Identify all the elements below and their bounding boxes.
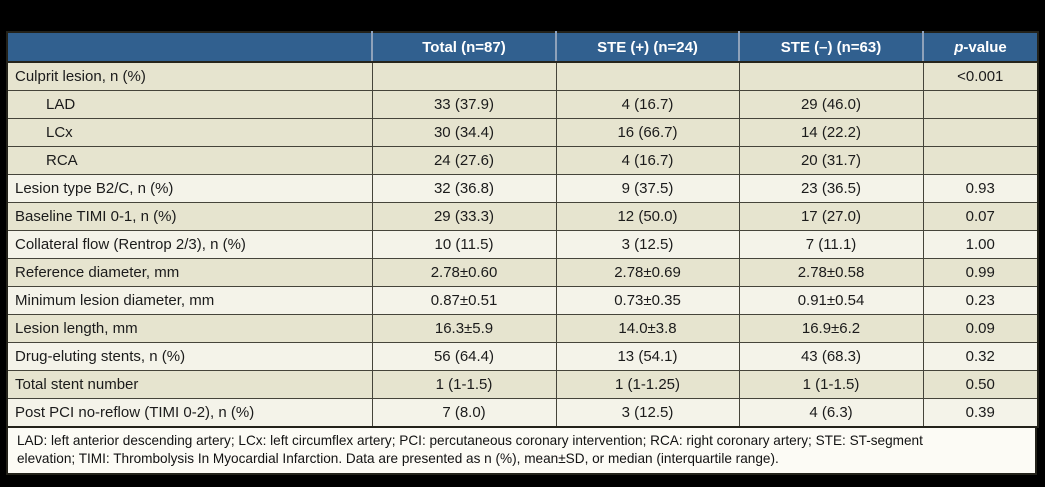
row-label-cell: Reference diameter, mm [6, 258, 373, 287]
table-row: Reference diameter, mm 2.78±0.60 2.78±0.69… [6, 258, 1039, 287]
value-cell: 29 (33.3) [371, 202, 557, 231]
row-label-cell: Baseline TIMI 0-1, n (%) [6, 202, 373, 231]
value-cell: 1 (1-1.25) [555, 370, 740, 399]
value-cell: 30 (34.4) [371, 118, 557, 147]
value-cell: 0.39 [922, 398, 1039, 428]
footnote-line: LAD: left anterior descending artery; LC… [17, 433, 923, 448]
table-row: LAD 33 (37.9) 4 (16.7) 29 (46.0) [6, 90, 1039, 119]
row-label-cell: Post PCI no-reflow (TIMI 0-2), n (%) [6, 398, 373, 428]
column-header-4: p-value [922, 32, 1038, 63]
table-row: Culprit lesion, n (%) <0.001 [6, 61, 1039, 91]
value-cell [922, 118, 1039, 147]
row-label-cell: Minimum lesion diameter, mm [6, 286, 373, 315]
row-label-cell: Drug-eluting stents, n (%) [6, 342, 373, 371]
table-body: Culprit lesion, n (%) <0.001 LAD 33 (37.9) 4… [6, 61, 1039, 428]
value-cell: 1.00 [922, 230, 1039, 259]
value-cell: 12 (50.0) [555, 202, 740, 231]
value-cell: 2.78±0.60 [371, 258, 557, 287]
value-cell: 16.9±6.2 [738, 314, 924, 343]
value-cell: 43 (68.3) [738, 342, 924, 371]
value-cell: 2.78±0.58 [738, 258, 924, 287]
value-cell: 3 (12.5) [555, 398, 740, 428]
value-cell: 10 (11.5) [371, 230, 557, 259]
row-label-cell: LAD [6, 90, 373, 119]
value-cell: 16 (66.7) [555, 118, 740, 147]
value-cell: 16.3±5.9 [371, 314, 557, 343]
value-cell: 1 (1-1.5) [738, 370, 924, 399]
value-cell: 0.93 [922, 174, 1039, 203]
value-cell: 4 (6.3) [738, 398, 924, 428]
value-cell: 7 (11.1) [738, 230, 924, 259]
value-cell: 0.50 [922, 370, 1039, 399]
value-cell: 0.23 [922, 286, 1039, 315]
value-cell: 3 (12.5) [555, 230, 740, 259]
value-cell: 7 (8.0) [371, 398, 557, 428]
angiographic-characteristics-table: Total (n=87) STE (+) (n=24) STE (–) (n=63)… [6, 31, 1039, 428]
row-label-cell: Lesion length, mm [6, 314, 373, 343]
row-label-cell: Lesion type B2/C, n (%) [6, 174, 373, 203]
value-cell [371, 61, 557, 91]
value-cell: 0.87±0.51 [371, 286, 557, 315]
value-cell: 0.73±0.35 [555, 286, 740, 315]
row-label-cell: RCA [6, 146, 373, 175]
value-cell: 24 (27.6) [371, 146, 557, 175]
value-cell: <0.001 [922, 61, 1039, 91]
table-row: RCA 24 (27.6) 4 (16.7) 20 (31.7) [6, 146, 1039, 175]
value-cell: 4 (16.7) [555, 146, 740, 175]
value-cell: 20 (31.7) [738, 146, 924, 175]
value-cell: 0.32 [922, 342, 1039, 371]
value-cell: 0.09 [922, 314, 1039, 343]
value-cell: 23 (36.5) [738, 174, 924, 203]
table-row: Collateral flow (Rentrop 2/3), n (%) 10 (… [6, 230, 1039, 259]
table-figure: Total (n=87) STE (+) (n=24) STE (–) (n=63)… [6, 31, 1039, 475]
value-cell: 1 (1-1.5) [371, 370, 557, 399]
value-cell: 14 (22.2) [738, 118, 924, 147]
value-cell: 32 (36.8) [371, 174, 557, 203]
value-cell: 56 (64.4) [371, 342, 557, 371]
row-label-cell: Culprit lesion, n (%) [6, 61, 373, 91]
table-footnote: LAD: left anterior descending artery; LC… [6, 428, 1037, 475]
value-cell: 13 (54.1) [555, 342, 740, 371]
table-row: Post PCI no-reflow (TIMI 0-2), n (%) 7 (8… [6, 398, 1039, 428]
table-row: Lesion type B2/C, n (%) 32 (36.8) 9 (37.5)… [6, 174, 1039, 203]
table-row: Total stent number 1 (1-1.5) 1 (1-1.25) 1 (… [6, 370, 1039, 399]
value-cell: 33 (37.9) [371, 90, 557, 119]
row-label-cell: LCx [6, 118, 373, 147]
value-cell: 4 (16.7) [555, 90, 740, 119]
value-cell [922, 90, 1039, 119]
table-row: Lesion length, mm 16.3±5.9 14.0±3.8 16.9±6.… [6, 314, 1039, 343]
table-header: Total (n=87) STE (+) (n=24) STE (–) (n=63)… [7, 32, 1038, 63]
value-cell: 2.78±0.69 [555, 258, 740, 287]
table-row: Drug-eluting stents, n (%) 56 (64.4) 13 (5… [6, 342, 1039, 371]
row-label-cell: Total stent number [6, 370, 373, 399]
column-header-1: Total (n=87) [371, 32, 556, 63]
column-header-0 [7, 32, 372, 63]
table-row: LCx 30 (34.4) 16 (66.7) 14 (22.2) [6, 118, 1039, 147]
value-cell [738, 61, 924, 91]
table-row: Baseline TIMI 0-1, n (%) 29 (33.3) 12 (50.… [6, 202, 1039, 231]
footnote-line: elevation; TIMI: Thrombolysis In Myocard… [17, 450, 779, 466]
value-cell [922, 146, 1039, 175]
table-row: Minimum lesion diameter, mm 0.87±0.51 0.73… [6, 286, 1039, 315]
row-label-cell: Collateral flow (Rentrop 2/3), n (%) [6, 230, 373, 259]
value-cell: 9 (37.5) [555, 174, 740, 203]
value-cell: 29 (46.0) [738, 90, 924, 119]
value-cell: 14.0±3.8 [555, 314, 740, 343]
value-cell: 0.99 [922, 258, 1039, 287]
value-cell [555, 61, 740, 91]
value-cell: 0.91±0.54 [738, 286, 924, 315]
value-cell: 0.07 [922, 202, 1039, 231]
header-row: Total (n=87) STE (+) (n=24) STE (–) (n=63)… [7, 32, 1038, 63]
column-header-3: STE (–) (n=63) [738, 32, 923, 63]
value-cell: 17 (27.0) [738, 202, 924, 231]
column-header-2: STE (+) (n=24) [555, 32, 739, 63]
